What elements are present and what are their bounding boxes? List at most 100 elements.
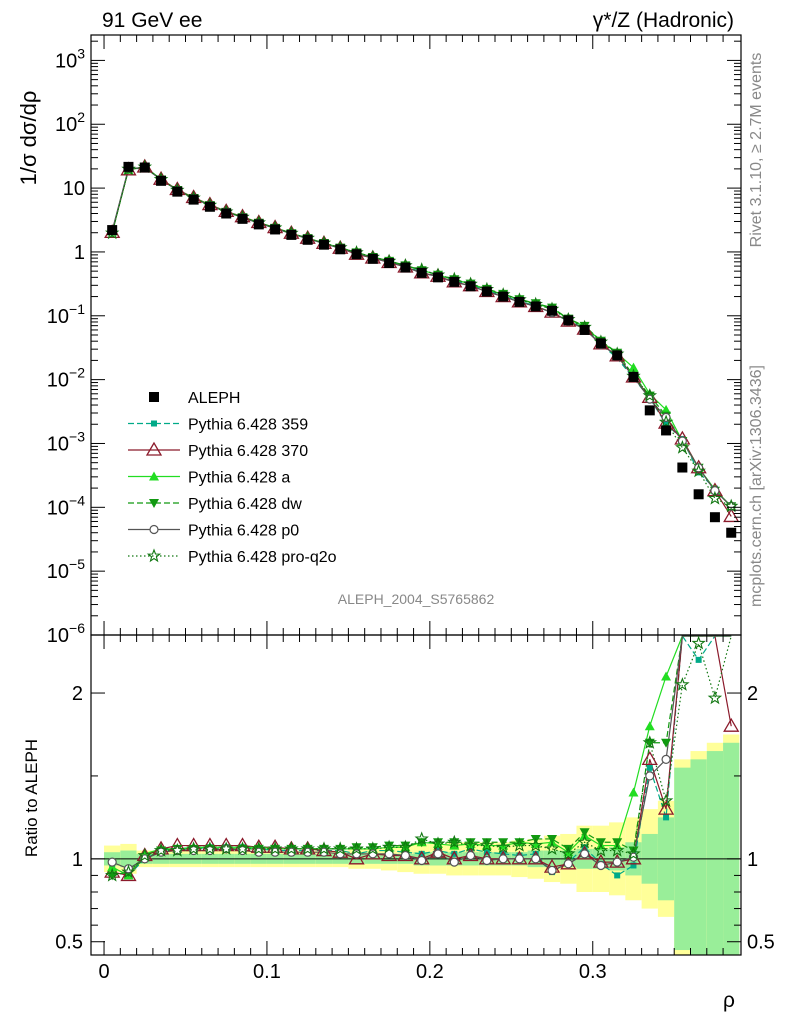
point-pq2o [724,498,739,513]
ratio-point-pdw [400,841,411,851]
ratio-point-pp0 [433,849,443,859]
ratio-point-pq2o [577,834,592,849]
ratio-point-pp0 [596,860,606,871]
aleph-data-point [709,512,720,523]
aleph-data-point [400,262,411,273]
ratio-point-pp0 [482,855,492,866]
aleph-data-point [563,315,574,326]
ratio-point-p359 [451,850,458,857]
ratio-point-pq2o [544,841,560,855]
ratio-point-pdw [628,846,639,856]
point-pq2o [658,414,674,429]
aleph-data-point [693,489,704,500]
ratio-point-pq2o [186,841,201,855]
ratio-point-pq2o [153,842,169,857]
aleph-data-point [335,244,346,255]
legend: ALEPH Pythia 6.428 359 Pythia 6.428 370 Pyt… [128,390,337,566]
legend-label: Pythia 6.428 p0 [188,523,299,540]
ratio-point-p370 [120,867,137,882]
point-pa [661,404,672,414]
ratio-point-pdw [661,738,672,748]
ratio-point-pq2o [381,839,397,854]
aleph-data-point [351,249,362,260]
ratio-point-pq2o [121,864,136,879]
y-tick-label: 10−5 [47,556,85,583]
ratio-point-pq2o [414,831,429,846]
ratio-point-pq2o [658,793,674,808]
ratio-y-tick-label-right: 2 [747,683,758,705]
ratio-point-p359 [500,850,507,857]
ratio-point-pp0 [612,857,622,867]
rivet-version-label: Rivet 3.1.10, ≥ 2.7M events [748,53,765,248]
ratio-point-pp0 [661,754,671,764]
aleph-data-point [595,338,606,349]
legend-marker-pdw [149,499,159,508]
ratio-point-pdw [579,828,590,838]
point-pq2o [707,490,723,505]
aleph-data-point [416,267,427,278]
aleph-data-point [286,229,297,240]
ratio-point-pq2o [675,677,690,691]
ratio-point-pdw [465,838,476,848]
ratio-point-pq2o [593,842,609,857]
legend-label: Pythia 6.428 359 [188,417,308,434]
ratio-point-pq2o [642,735,658,749]
ratio-point-pq2o [528,838,543,852]
ratio-point-p359 [532,850,539,857]
aleph-data-point [172,186,183,197]
y-axis-label-bottom: Ratio to ALEPH [22,739,41,857]
aleph-data-point [156,175,167,186]
ratio-point-pq2o [251,841,266,855]
series-line-ratio-pp0 [111,635,732,872]
aleph-data-point [579,324,590,335]
analysis-label: ALEPH_2004_S5765862 [338,591,495,607]
legend-marker-aleph [149,392,159,402]
legend-label: Pythia 6.428 370 [188,443,308,460]
ratio-point-pq2o [235,841,250,855]
aleph-data-point [302,234,313,245]
ratio-plot-frame [90,634,742,956]
ratio-point-pq2o [495,839,511,854]
aleph-data-point [726,527,737,538]
ratio-point-p359 [646,764,653,771]
ratio-point-pq2o [349,841,364,855]
ratio-y-tick-label: 2 [72,683,83,705]
ratio-point-pq2o [430,836,446,851]
aleph-data-point [449,276,460,287]
ratio-point-p370 [723,717,740,732]
ratio-point-pq2o [105,867,120,882]
ratio-point-pq2o [300,841,315,855]
aleph-data-point [318,239,329,250]
y-tick-label: 10 [63,178,85,200]
aleph-data-point [465,281,476,292]
aleph-data-point [661,425,672,436]
aleph-data-point [367,253,378,264]
legend-label: ALEPH [188,390,240,407]
header-right: γ*/Z (Hadronic) [593,9,734,32]
x-tick-label: 0.3 [579,961,607,983]
mcplots-label: mcplots.cern.ch [arXiv:1306.3436] [748,365,765,607]
ratio-point-pq2o [691,635,706,650]
ratio-point-pq2o [463,838,478,852]
point-pq2o [642,388,658,402]
aleph-data-point [204,201,215,212]
y-tick-label: 103 [55,45,85,72]
aleph-data-point [221,208,232,219]
series-line-ratio-p359 [111,634,732,877]
aleph-data-point [612,350,623,361]
ratio-point-pp0 [547,865,557,876]
point-pp0 [710,486,720,496]
x-tick-label: 0.2 [416,961,444,983]
aleph-data-point [253,219,264,230]
aleph-data-point [139,162,150,173]
ratio-point-pdw [595,838,606,848]
aleph-data-point [547,305,558,316]
ratio-point-pq2o [284,841,299,855]
aleph-data-point [237,213,248,224]
ratio-point-pp0 [107,857,117,867]
legend-label: Pythia 6.428 a [188,470,290,487]
ratio-point-p359 [695,656,702,663]
ratio-point-pq2o [610,842,625,857]
aleph-data-point [628,371,639,382]
ratio-point-pp0 [417,855,427,866]
